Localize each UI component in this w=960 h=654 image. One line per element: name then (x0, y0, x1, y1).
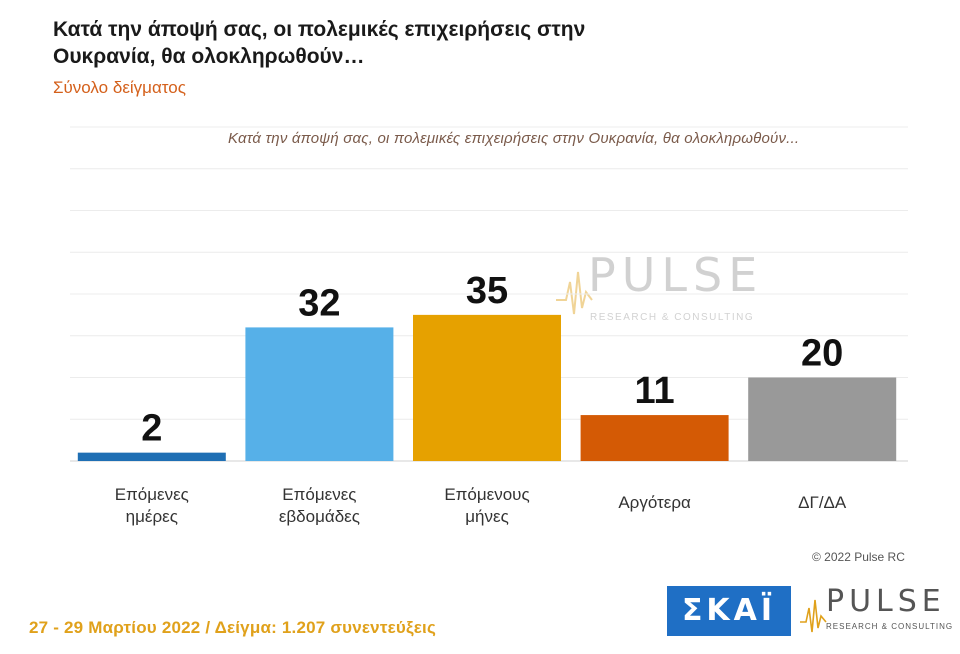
bar (245, 327, 394, 461)
bar (748, 377, 897, 461)
copyright: © 2022 Pulse RC (812, 550, 905, 564)
tick-label: Αργότερα (618, 493, 691, 512)
watermark-word: PULSE (588, 248, 764, 302)
watermark-subtitle: RESEARCH & CONSULTING (590, 312, 755, 323)
bar (413, 314, 561, 461)
pulse-logo-word: PULSE (826, 584, 946, 619)
data-label: 20 (801, 333, 843, 375)
data-label: 32 (298, 282, 340, 324)
pulse-wave-icon (556, 271, 593, 315)
bar-chart: 2 32 35 11 20 (70, 126, 908, 462)
survey-date-sample: 27 - 29 Μαρτίου 2022 / Δείγμα: 1.207 συν… (29, 618, 436, 637)
pulse-wave-icon (800, 599, 827, 633)
tick-label: Επόμενες ημέρες (114, 485, 189, 526)
skai-logo: ΣΚΑΪ (667, 586, 791, 636)
pulse-logo: PULSE RESEARCH & CONSULTING (800, 584, 952, 638)
page-title: Κατά την άποψή σας, οι πολεμικές επιχειρ… (53, 18, 586, 68)
bar (77, 452, 226, 461)
bars (77, 314, 897, 461)
tick-label: Επόμενες εβδομάδες (278, 485, 360, 526)
chart-title: Κατά την άποψή σας, οι πολεμικές επιχειρ… (228, 130, 800, 147)
value-labels: 2 32 35 11 20 (141, 270, 843, 450)
data-label: 11 (635, 370, 675, 412)
data-label: 2 (141, 408, 162, 450)
data-label: 35 (466, 270, 508, 312)
tick-label: ΔΓ/ΔΑ (798, 493, 847, 512)
pulse-watermark: PULSE RESEARCH & CONSULTING (556, 248, 766, 332)
pulse-logo-subtitle: RESEARCH & CONSULTING (826, 622, 954, 631)
tick-label: Επόμενους μήνες (444, 485, 530, 526)
page-subtitle: Σύνολο δείγματος (53, 78, 186, 97)
bar (580, 415, 729, 461)
